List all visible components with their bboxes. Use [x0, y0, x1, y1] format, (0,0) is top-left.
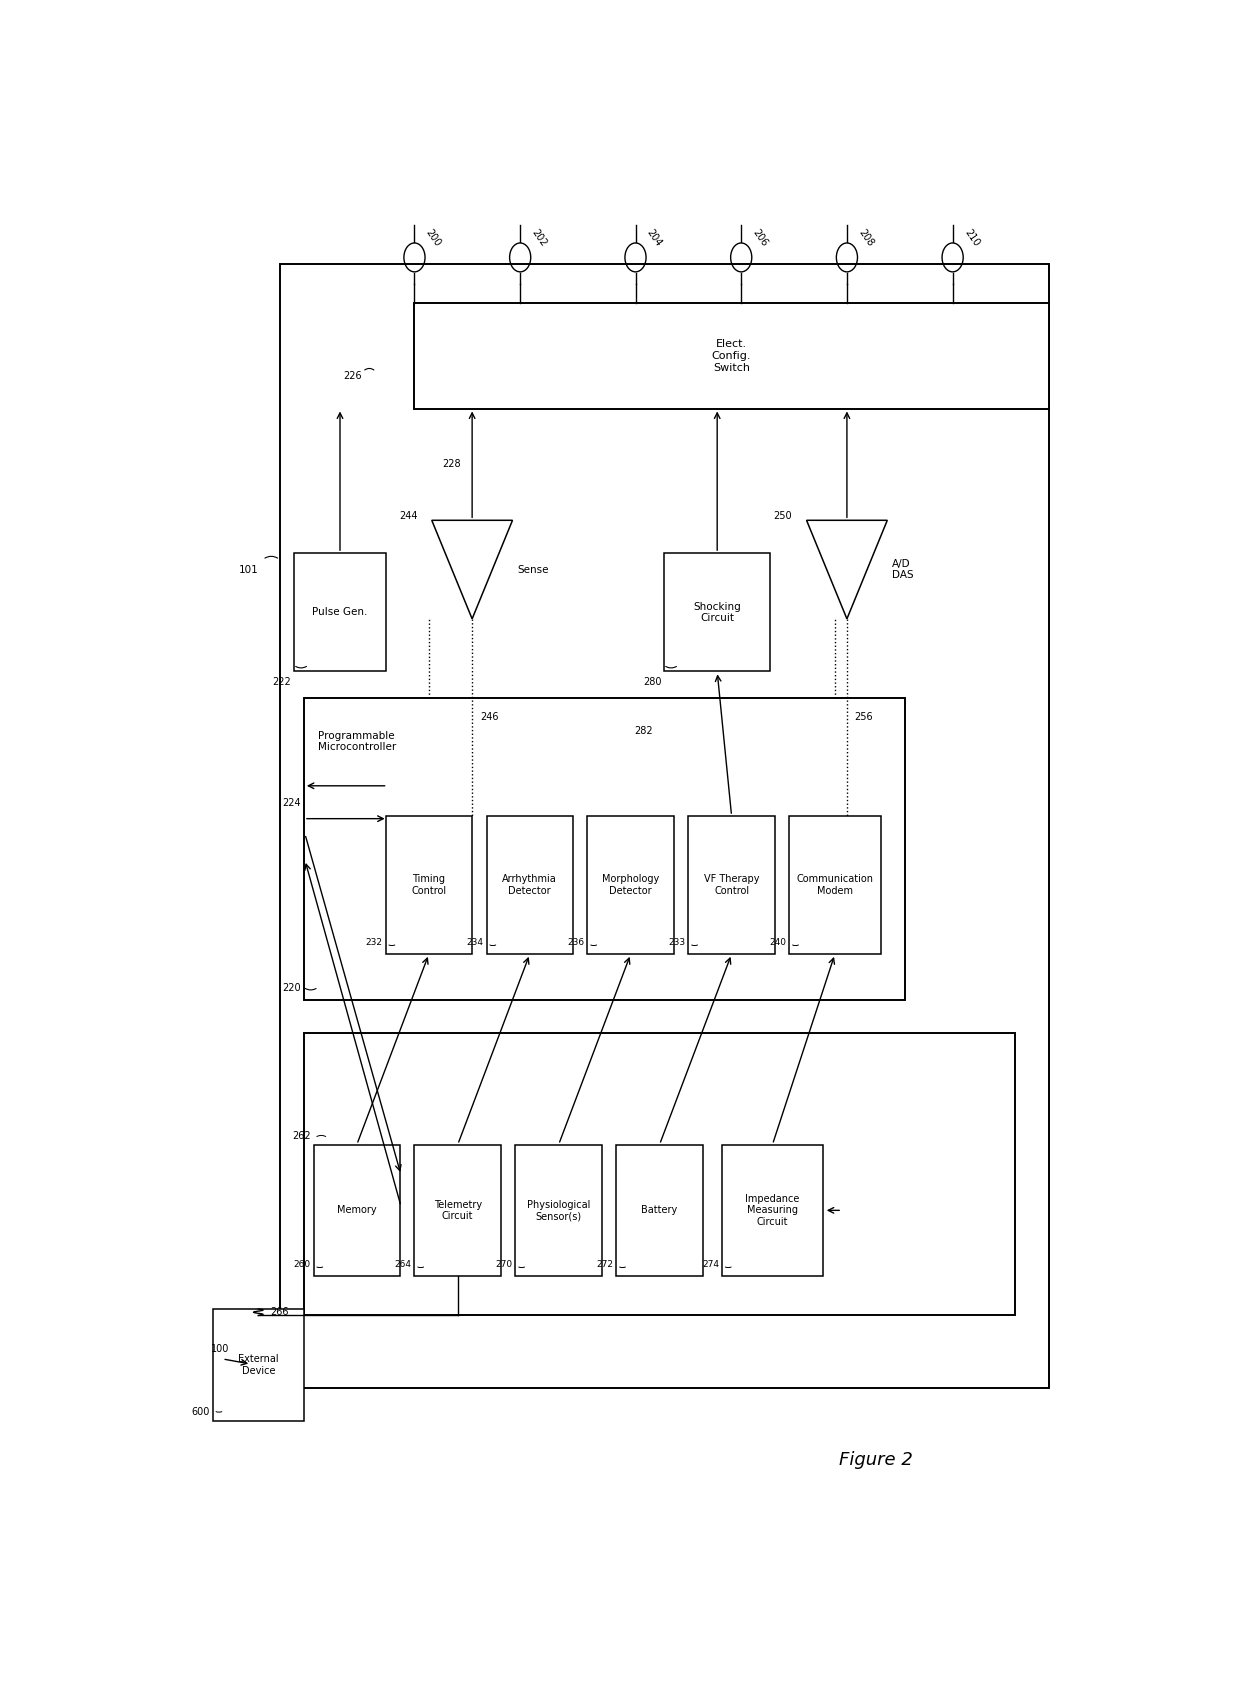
Text: 204: 204 — [645, 227, 663, 248]
Text: 200: 200 — [424, 227, 443, 248]
FancyBboxPatch shape — [414, 304, 1049, 408]
Text: 101: 101 — [239, 565, 259, 575]
Text: 274: 274 — [702, 1260, 719, 1270]
Text: 250: 250 — [774, 512, 792, 521]
FancyBboxPatch shape — [688, 816, 775, 954]
Text: Shocking
Circuit: Shocking Circuit — [693, 601, 742, 623]
Text: 208: 208 — [857, 227, 875, 248]
Text: 264: 264 — [394, 1260, 412, 1270]
FancyBboxPatch shape — [665, 553, 770, 671]
Text: 206: 206 — [751, 227, 770, 248]
FancyBboxPatch shape — [314, 1145, 401, 1277]
Text: Programmable
Microcontroller: Programmable Microcontroller — [319, 731, 397, 753]
Text: 228: 228 — [441, 459, 460, 469]
Text: Elect.
Config.
Switch: Elect. Config. Switch — [712, 340, 751, 372]
Text: 244: 244 — [399, 512, 418, 521]
Text: Telemetry
Circuit: Telemetry Circuit — [434, 1200, 482, 1221]
Text: VF Therapy
Control: VF Therapy Control — [704, 874, 759, 896]
FancyBboxPatch shape — [414, 1145, 501, 1277]
Text: 233: 233 — [668, 939, 686, 947]
Text: 600: 600 — [191, 1407, 210, 1417]
Text: Impedance
Measuring
Circuit: Impedance Measuring Circuit — [745, 1193, 800, 1227]
FancyBboxPatch shape — [304, 1033, 1016, 1316]
Text: Pulse Gen.: Pulse Gen. — [312, 608, 368, 618]
Text: Timing
Control: Timing Control — [412, 874, 446, 896]
Text: Morphology
Detector: Morphology Detector — [603, 874, 660, 896]
Text: 210: 210 — [962, 227, 981, 248]
FancyBboxPatch shape — [304, 698, 905, 1000]
Text: Communication
Modem: Communication Modem — [796, 874, 873, 896]
FancyBboxPatch shape — [516, 1145, 601, 1277]
Text: 260: 260 — [294, 1260, 311, 1270]
Text: 240: 240 — [769, 939, 786, 947]
Text: 262: 262 — [293, 1130, 311, 1140]
Text: Sense: Sense — [517, 565, 549, 575]
Text: 234: 234 — [466, 939, 484, 947]
Text: 282: 282 — [634, 725, 652, 736]
Text: Figure 2: Figure 2 — [838, 1451, 913, 1470]
Text: A/D
DAS: A/D DAS — [892, 558, 914, 580]
FancyBboxPatch shape — [486, 816, 573, 954]
Text: 202: 202 — [529, 227, 548, 248]
FancyBboxPatch shape — [213, 1309, 304, 1420]
Text: 224: 224 — [283, 797, 301, 807]
Text: 220: 220 — [283, 983, 301, 993]
Text: 266: 266 — [270, 1308, 289, 1318]
FancyBboxPatch shape — [386, 816, 472, 954]
Text: Physiological
Sensor(s): Physiological Sensor(s) — [527, 1200, 590, 1221]
Text: 100: 100 — [211, 1343, 229, 1354]
Text: Memory: Memory — [337, 1205, 377, 1215]
Text: 226: 226 — [343, 370, 362, 381]
Text: 236: 236 — [568, 939, 584, 947]
FancyBboxPatch shape — [789, 816, 880, 954]
FancyBboxPatch shape — [588, 816, 675, 954]
FancyBboxPatch shape — [722, 1145, 823, 1277]
Text: 272: 272 — [596, 1260, 614, 1270]
Text: 280: 280 — [644, 676, 661, 686]
Text: 256: 256 — [854, 712, 873, 722]
Text: Arrhythmia
Detector: Arrhythmia Detector — [502, 874, 557, 896]
FancyBboxPatch shape — [616, 1145, 703, 1277]
Text: Battery: Battery — [641, 1205, 677, 1215]
Text: External
Device: External Device — [238, 1354, 279, 1376]
Text: 222: 222 — [273, 676, 291, 686]
Text: 246: 246 — [480, 712, 498, 722]
FancyBboxPatch shape — [294, 553, 386, 671]
FancyBboxPatch shape — [280, 265, 1049, 1388]
Text: 270: 270 — [495, 1260, 512, 1270]
Text: 232: 232 — [366, 939, 383, 947]
